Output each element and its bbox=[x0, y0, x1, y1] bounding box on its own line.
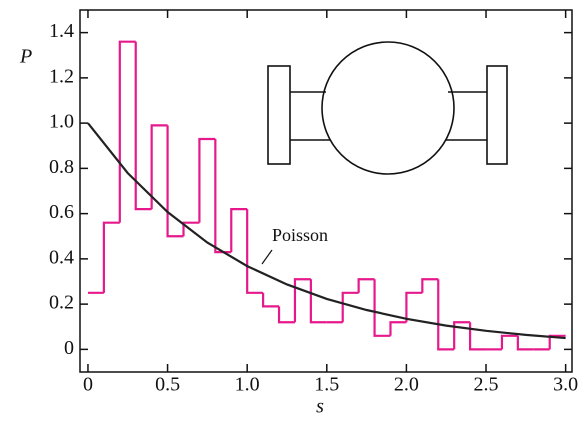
y-tick-label: 1.0 bbox=[49, 111, 74, 133]
x-tick-label: 2.5 bbox=[474, 374, 499, 396]
histogram-step bbox=[421, 278, 439, 293]
curve-label-pointer bbox=[261, 249, 273, 265]
y-tick-label: 0.6 bbox=[49, 201, 74, 223]
y-tick-label: 0.8 bbox=[49, 156, 74, 178]
histogram-step bbox=[102, 221, 120, 293]
x-axis-label: s bbox=[316, 396, 324, 418]
y-tick-label: 1.2 bbox=[49, 65, 74, 87]
y-tick-label: 1.4 bbox=[49, 20, 74, 42]
x-tick-label: 0.5 bbox=[155, 374, 180, 396]
histogram-step bbox=[500, 334, 518, 350]
histogram-step bbox=[309, 279, 327, 324]
x-tick-label: 1.5 bbox=[314, 374, 339, 396]
x-tick-label: 3.0 bbox=[553, 374, 578, 396]
histogram-step bbox=[182, 221, 200, 237]
histogram-step bbox=[262, 292, 280, 308]
dot bbox=[321, 41, 455, 175]
poisson-curve bbox=[87, 122, 566, 340]
histogram-step bbox=[453, 321, 471, 350]
histogram-step bbox=[341, 291, 359, 323]
histogram-step bbox=[166, 125, 184, 238]
histogram-step bbox=[516, 335, 534, 351]
histogram-step bbox=[214, 138, 232, 254]
histogram-step bbox=[134, 41, 152, 211]
histogram-step bbox=[405, 291, 423, 323]
histogram-step bbox=[230, 208, 248, 253]
left-lead bbox=[267, 65, 291, 165]
right-lead bbox=[486, 65, 508, 165]
histogram-step bbox=[293, 278, 311, 323]
y-axis-label: P bbox=[19, 46, 32, 68]
x-tick-label: 0 bbox=[83, 374, 93, 396]
histogram-step bbox=[468, 322, 487, 351]
y-tick-label: 0.2 bbox=[49, 292, 74, 314]
histogram-step bbox=[373, 279, 391, 337]
histogram-step bbox=[437, 279, 455, 351]
y-tick-label: 0.4 bbox=[49, 246, 74, 268]
histogram-step bbox=[357, 278, 375, 293]
x-tick-label: 2.0 bbox=[394, 374, 419, 396]
histogram-step bbox=[389, 321, 407, 336]
plot-frame bbox=[79, 9, 573, 373]
y-tick-label: 0 bbox=[64, 337, 74, 359]
x-tick-label: 1.0 bbox=[235, 374, 260, 396]
histogram-step bbox=[198, 137, 216, 223]
histogram-step bbox=[150, 124, 168, 210]
histogram-step bbox=[277, 306, 295, 324]
histogram-step bbox=[246, 209, 264, 294]
curve-label: Poisson bbox=[272, 225, 328, 245]
histogram-step bbox=[118, 40, 136, 223]
inset-diagram bbox=[267, 41, 508, 175]
